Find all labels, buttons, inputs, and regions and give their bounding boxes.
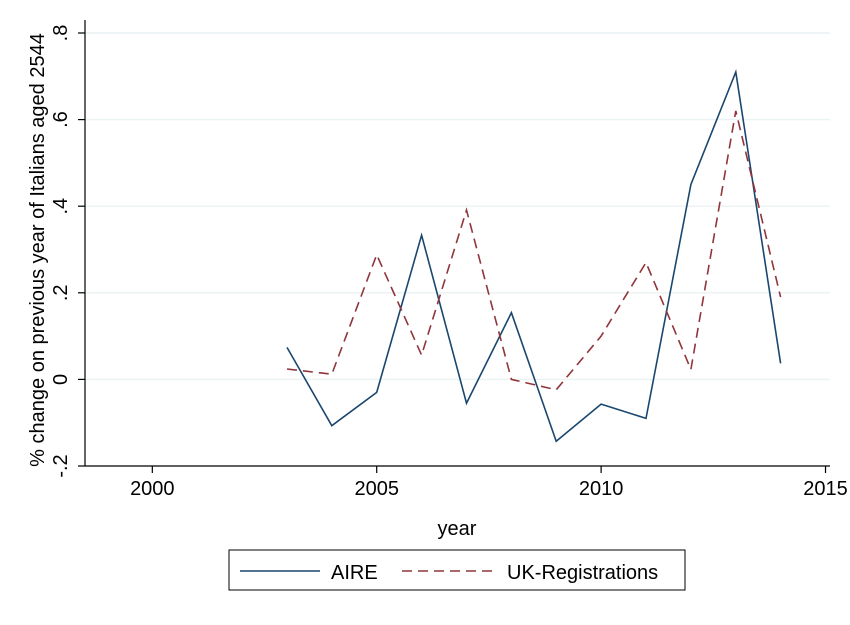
series [286,68,782,443]
x-tick-label: 2000 [130,478,175,500]
y-axis-label: % change on previous year of Italians ag… [27,33,49,467]
legend-label-uk-registrations: UK-Registrations [507,562,658,584]
y-tick-label: .2 [50,284,72,301]
legend-box [228,549,686,591]
y-tick-label: .6 [50,111,72,128]
axes [84,20,830,467]
legend: AIRE UK-Registrations [228,549,686,591]
series-line-aire [286,68,782,443]
y-tick-label: -.2 [50,454,72,477]
y-tick-label: .4 [50,198,72,215]
x-axis-label: year [438,518,477,540]
y-tick-label: .8 [50,25,72,42]
y-tick-label: 0 [50,374,72,385]
ticks: -.2 0 .2 .4 .6 .8 2000 2005 2010 2015 [50,25,848,500]
x-tick-label: 2010 [579,478,624,500]
gridlines [85,32,830,381]
legend-label-aire: AIRE [331,562,378,584]
x-tick-label: 2015 [803,478,848,500]
series-line-uk-registrations [286,110,782,391]
x-tick-label: 2005 [354,478,399,500]
